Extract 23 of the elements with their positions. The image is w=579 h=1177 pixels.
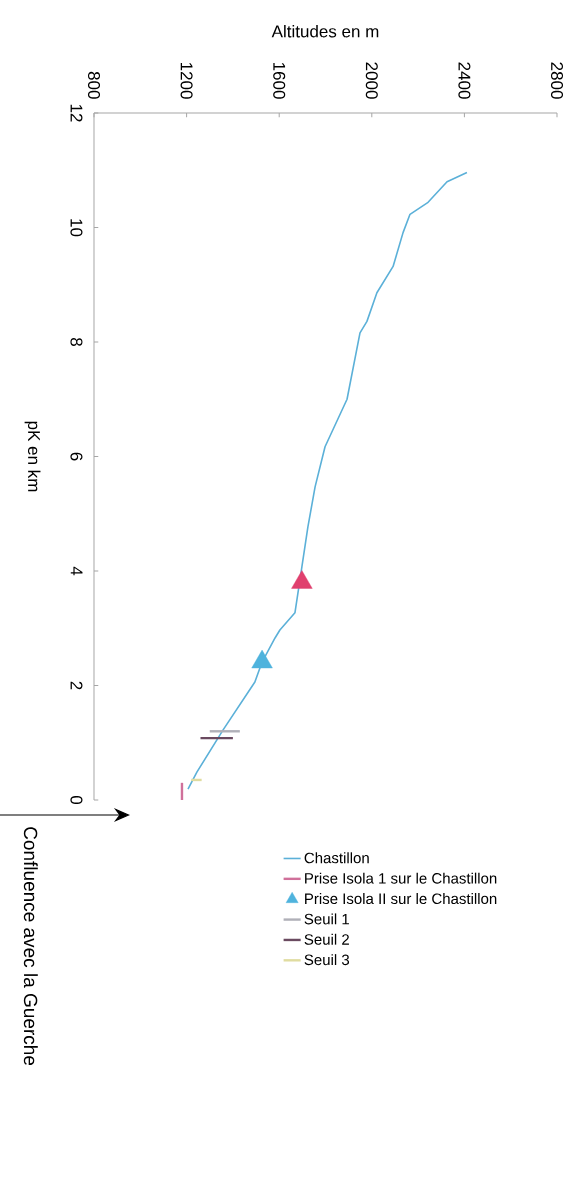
line-series [187, 171, 468, 790]
legend-label: Seuil 2 [304, 933, 349, 945]
legend-label: Seuil 3 [304, 954, 350, 966]
legend-label: Chastillon [304, 852, 369, 864]
legend-label: Prise Isola II sur le Chastillon [305, 893, 497, 905]
y-tick-label: 4 [70, 566, 83, 576]
x-tick-label: 2400 [458, 62, 471, 99]
x-tick-label: 800 [87, 71, 101, 99]
x-tick-label: 2800 [550, 62, 564, 99]
x-tick-label: 1600 [273, 62, 286, 99]
y-tick-label: 10 [70, 219, 83, 237]
text: Confluence avec la Guerche [23, 827, 38, 1066]
y-tick-label: 6 [70, 452, 83, 461]
y-tick-label: 8 [70, 338, 83, 346]
y-tick-label: 12 [70, 104, 83, 122]
legend-label: Prise Isola 1 sur le Chastillon [305, 872, 497, 884]
y-tick-label: 2 [70, 681, 83, 690]
x-tick-label: 1200 [180, 62, 193, 99]
y-tick-label: 0 [70, 795, 83, 805]
legend-label: Seuil 1 [304, 913, 349, 925]
x-tick-label: 2000 [365, 62, 378, 99]
x-axis-title: Altitudes en m [271, 24, 379, 38]
y-axis-title: pK en km [24, 421, 41, 492]
